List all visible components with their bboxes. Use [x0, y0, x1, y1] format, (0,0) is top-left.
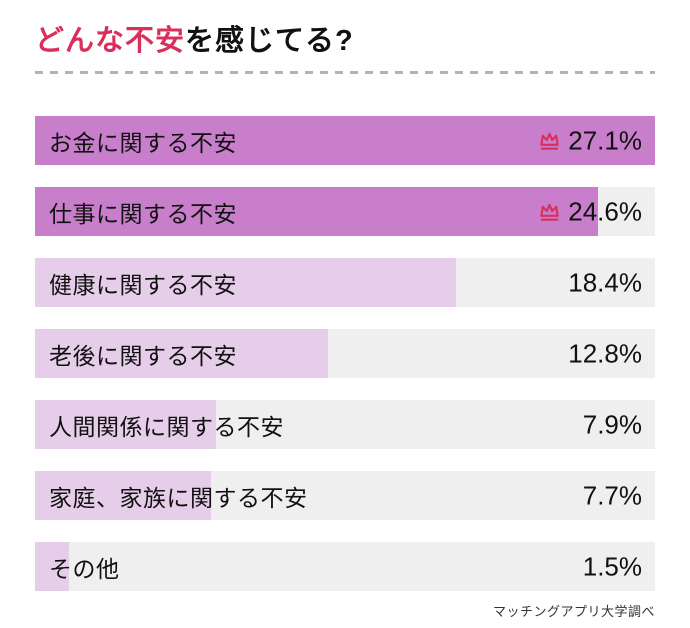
bar-label: 健康に関する不安 [49, 271, 237, 298]
bar-fill [35, 258, 456, 308]
bar-value: 12.8% [568, 338, 642, 369]
bar-label: 老後に関する不安 [49, 342, 237, 369]
source-credit: マッチングアプリ大学調べ [492, 604, 655, 619]
bar-fill [35, 542, 70, 592]
percent-text: 18.4% [568, 267, 642, 298]
bar-row: 仕事に関する不安 24.6% [35, 187, 655, 237]
bar-fill [35, 116, 655, 166]
percent-text: 12.8% [568, 338, 642, 369]
percent-text: 7.7% [582, 480, 642, 511]
bar-label: お金に関する不安 [49, 129, 237, 156]
bar-chart: お金に関する不安 27.1% 仕事に関する不安 24.6% 健康に関する不安 [35, 116, 655, 592]
bar-fill [35, 471, 212, 521]
page-title: どんな不安を感じてる? [35, 25, 655, 58]
percent-text: 27.1% [568, 125, 642, 156]
bar-label: 家庭、家族に関する不安 [49, 484, 308, 511]
bar-row: 健康に関する不安 18.4% [35, 258, 655, 308]
bar-value: 1.5% [583, 551, 642, 582]
bar-fill [35, 400, 216, 450]
infographic-poster: どんな不安を感じてる? お金に関する不安 27.1% 仕事に関する不安 24.6… [35, 25, 655, 592]
bar-fill [35, 329, 328, 379]
percent-text: 7.9% [582, 409, 642, 440]
bar-row: 老後に関する不安 12.8% [35, 329, 655, 379]
bar-label: 仕事に関する不安 [49, 200, 237, 227]
crown-icon [540, 203, 559, 221]
crown-icon [540, 132, 559, 150]
title-highlight: どんな不安 [35, 25, 186, 57]
bar-fill [35, 187, 598, 237]
bar-label: 人間関係に関する不安 [49, 413, 284, 440]
bar-label: その他 [49, 555, 120, 582]
bar-row: その他 1.5% [35, 542, 655, 592]
percent-text: 1.5% [582, 551, 642, 582]
bar-value: 18.4% [568, 267, 642, 298]
bar-value: 7.7% [583, 480, 642, 511]
bar-value: 27.1% [538, 125, 642, 156]
dashed-divider [35, 71, 655, 75]
bar-row: 家庭、家族に関する不安 7.7% [35, 471, 655, 521]
title-rest: を感じてる? [185, 25, 354, 57]
bar-value: 7.9% [583, 409, 642, 440]
bar-value: 24.6% [538, 196, 642, 227]
bar-row: お金に関する不安 27.1% [35, 116, 655, 166]
bar-row: 人間関係に関する不安 7.9% [35, 400, 655, 450]
percent-text: 24.6% [568, 196, 642, 227]
